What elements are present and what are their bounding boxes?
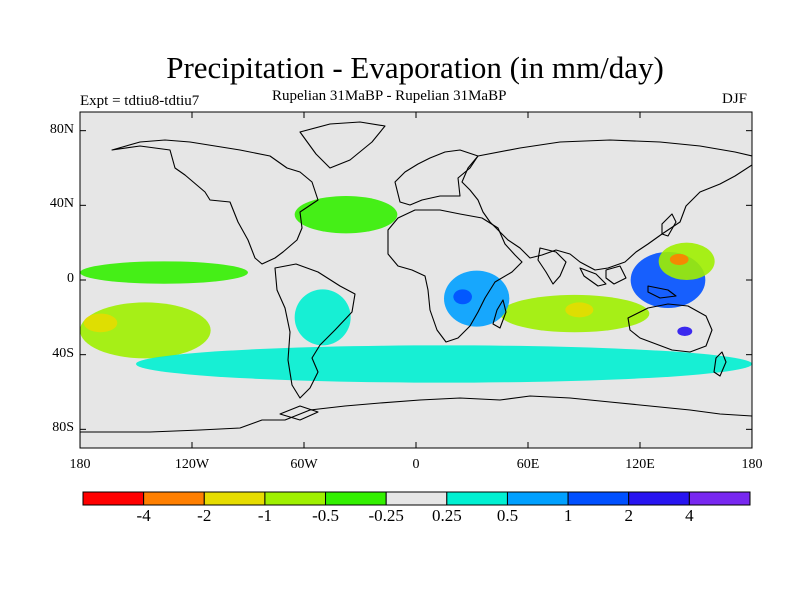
x-tick-label: 60E (516, 457, 540, 472)
field-region-north-atlantic-dry (294, 196, 398, 234)
axis-ticks (79, 112, 753, 448)
x-tick-label: 180 (69, 457, 91, 472)
colorbar-swatch (446, 491, 508, 506)
field-region-indian-ocean-core (565, 302, 594, 318)
x-tick-label: 180 (741, 457, 763, 472)
coastline-antarctica (80, 395, 752, 448)
colorbar-label: 0.25 (431, 506, 462, 525)
y-tick-label: 0 (67, 271, 74, 286)
colorbar-label: -4 (136, 506, 151, 525)
coastline-india (537, 247, 567, 285)
y-tick-label: 80N (49, 121, 74, 137)
field-region-southern-ocean-wet (136, 345, 752, 383)
colorbar-swatch (82, 491, 145, 506)
y-tick-label: 40S (52, 345, 74, 361)
coastline-south-america (274, 263, 356, 399)
colorbar-swatch (203, 491, 266, 506)
coastline-sumatra (579, 267, 607, 287)
colorbar-swatch (264, 491, 327, 506)
coastline-north-america (111, 139, 319, 265)
colorbar-swatch (506, 491, 569, 506)
colorbar-label: 1 (563, 506, 573, 525)
colorbar-swatch (567, 491, 630, 506)
colorbar-label: -2 (197, 506, 212, 525)
colorbar-label: 0.5 (496, 506, 519, 525)
colorbar-label: -0.5 (312, 506, 339, 525)
colorbar-swatch (688, 491, 751, 506)
figure-title: Precipitation - Evaporation (in mm/day) (166, 50, 664, 85)
coastline-new-zealand (713, 351, 727, 377)
pe-field-layer (80, 196, 752, 383)
x-tick-label: 120E (625, 457, 655, 472)
colorbar (82, 491, 751, 506)
season-label: DJF (722, 91, 748, 107)
coastline-europe (394, 149, 479, 206)
colorbar-label: -0.25 (368, 506, 404, 525)
y-tick-label: 80S (52, 420, 74, 436)
field-region-south-pacific-core (83, 313, 118, 333)
x-tick-label: 60W (290, 457, 318, 472)
coastline-new-guinea (647, 285, 677, 299)
colorbar-label: 4 (685, 506, 694, 525)
colorbar-label: 2 (624, 506, 633, 525)
colorbar-swatch (628, 491, 690, 506)
experiment-label: Expt = tdtiu8-tdtiu7 (80, 93, 200, 109)
colorbar-swatch (143, 491, 205, 506)
field-region-south-america-wet (294, 289, 351, 346)
field-region-south-pacific-drying (80, 302, 211, 359)
coastline-madagascar (492, 299, 507, 329)
y-tick-label: 40N (49, 196, 74, 212)
colorbar-swatch (385, 491, 448, 506)
coastline-antarctic-peninsula (279, 405, 319, 421)
coastlines (80, 121, 752, 448)
colorbar-label: -1 (257, 506, 272, 525)
field-region-west-pacific-core (677, 326, 693, 337)
coastline-greenland (299, 121, 386, 169)
coastline-africa (387, 209, 523, 343)
field-region-central-africa-core (453, 289, 472, 305)
coastline-asia (461, 139, 752, 271)
coastline-borneo (605, 265, 627, 285)
field-region-tropical-pacific-east-band (80, 261, 248, 284)
x-tick-label: 120W (174, 457, 210, 472)
figure-subtitle: Rupelian 31MaBP - Rupelian 31MaBP (272, 88, 507, 104)
coastline-australia (627, 303, 713, 353)
coastline-japan (661, 213, 677, 237)
colorbar-swatch (325, 491, 387, 506)
field-region-nw-pacific-core (669, 253, 689, 266)
x-tick-label: 0 (412, 457, 420, 472)
